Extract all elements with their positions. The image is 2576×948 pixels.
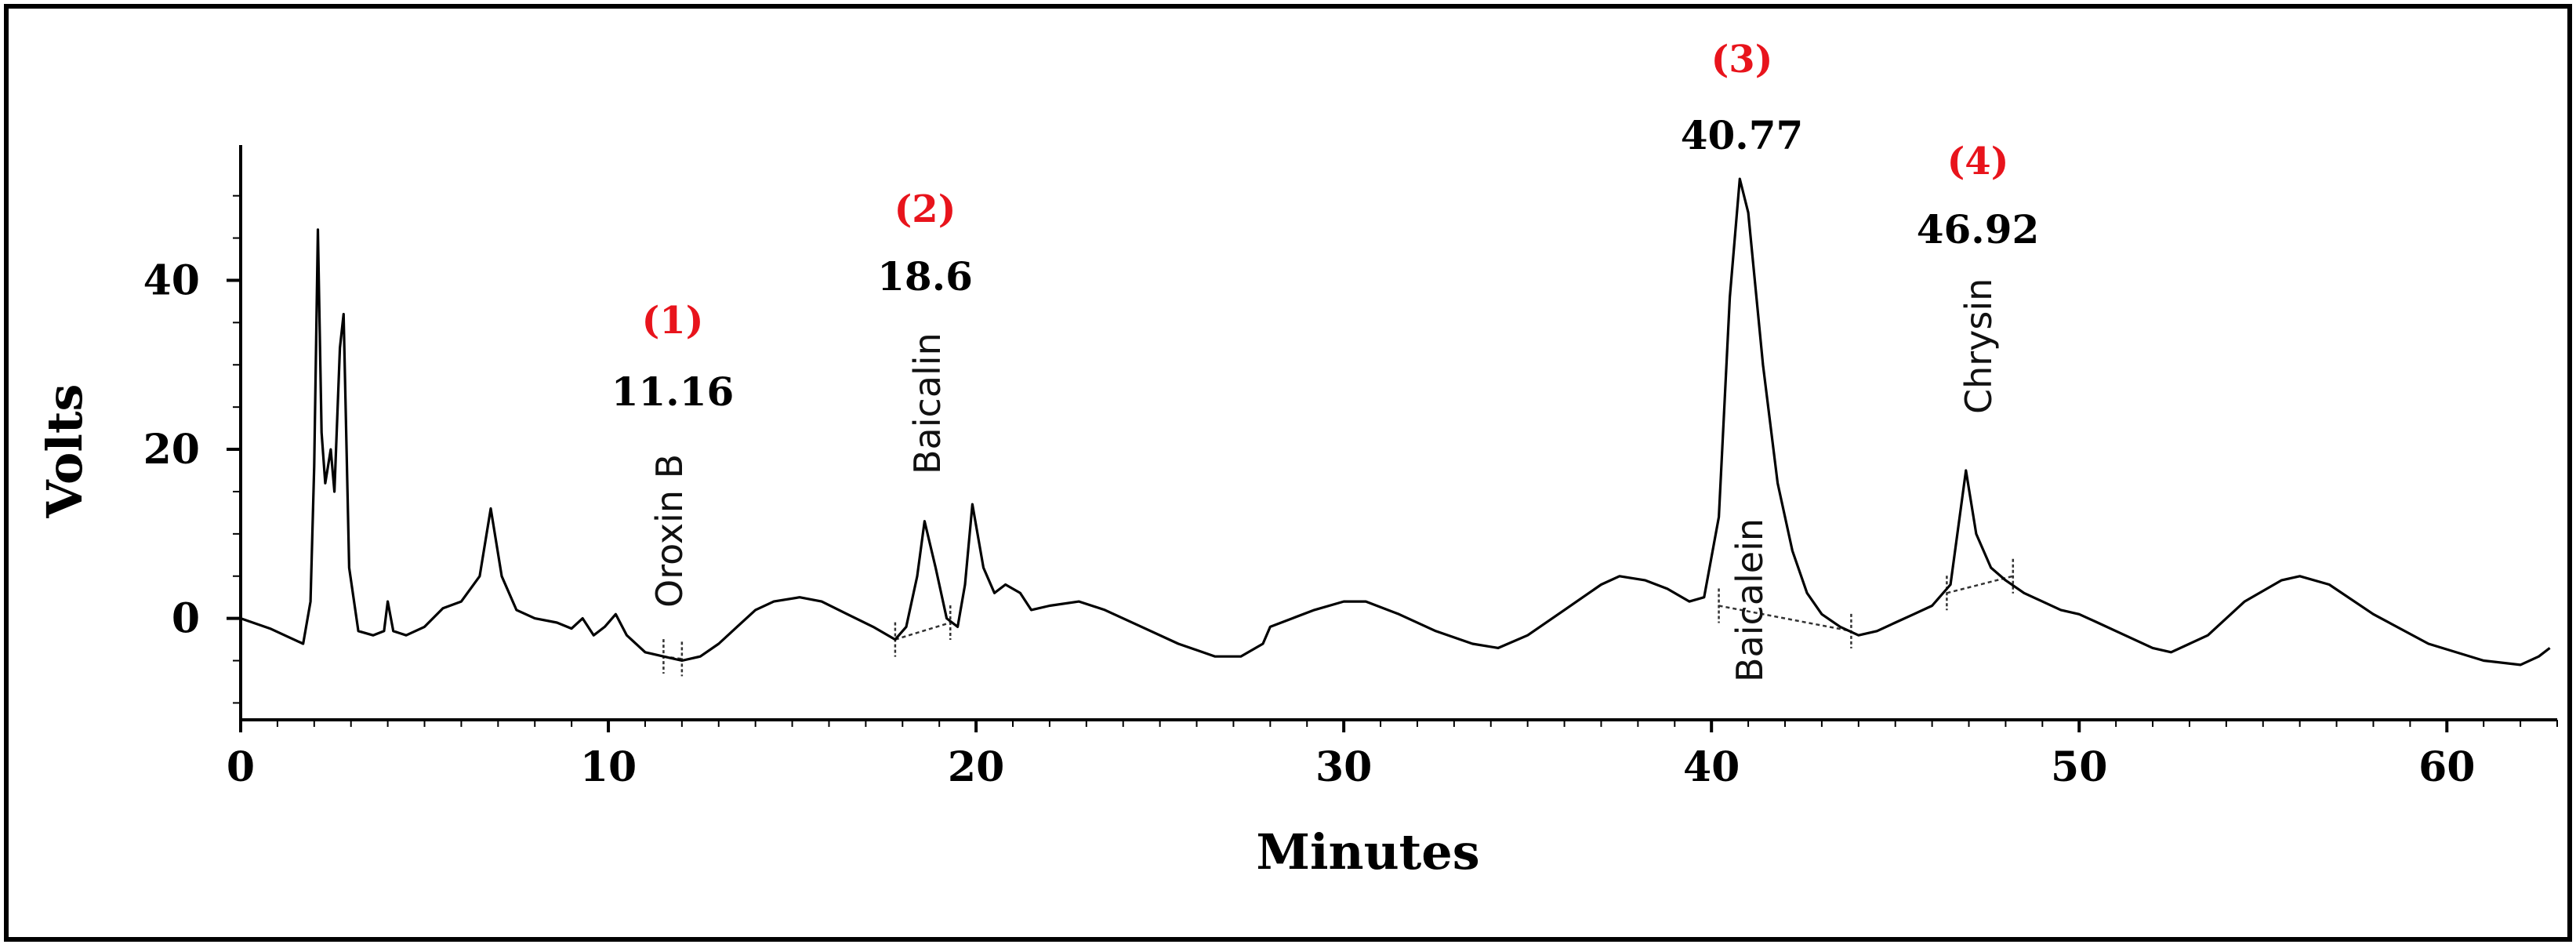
x-axis-title: Minutes xyxy=(1256,823,1479,881)
x-tick-label: 50 xyxy=(2051,743,2107,791)
peak-2-compound: Baicalin xyxy=(906,332,949,474)
y-tick-label: 20 xyxy=(143,426,200,474)
peak-1-number: (1) xyxy=(642,299,704,343)
peak-2-number: (2) xyxy=(894,187,956,231)
y-ticks: 0 20 40 xyxy=(143,194,241,704)
x-ticks: 0 10 20 30 40 50 60 xyxy=(227,720,2558,791)
axes xyxy=(239,145,2557,721)
peak-3-compound: Baicalein xyxy=(1729,518,1771,682)
x-tick-label: 40 xyxy=(1683,743,1740,791)
peak-1-compound: Oroxin B xyxy=(648,454,691,608)
peak-3-retention-time: 40.77 xyxy=(1681,112,1804,158)
peak-1-retention-time: 11.16 xyxy=(611,369,735,415)
peak-4-number: (4) xyxy=(1947,140,2009,183)
x-tick-label: 30 xyxy=(1315,743,1372,791)
y-axis-title: Volts xyxy=(36,384,93,519)
peak-3-number: (3) xyxy=(1711,38,1773,82)
chromatogram-trace xyxy=(240,177,2551,667)
y-tick-label: 40 xyxy=(143,256,200,304)
peak-4-retention-time: 46.92 xyxy=(1917,206,2040,252)
peak-2-retention-time: 18.6 xyxy=(877,253,973,300)
integration-baseline xyxy=(1947,575,2014,594)
peak-4-compound: Chrysin xyxy=(1957,278,2000,414)
peak-annotations: (1) 11.16 Oroxin B (2) 18.6 Baicalin (3)… xyxy=(611,38,2040,682)
x-tick-label: 20 xyxy=(948,743,1004,791)
figure-frame xyxy=(4,4,2572,942)
y-tick-label: 0 xyxy=(172,595,200,643)
x-tick-label: 0 xyxy=(227,743,255,791)
integration-baseline xyxy=(894,621,951,641)
x-tick-label: 10 xyxy=(580,743,637,791)
integration-baseline xyxy=(1718,605,1852,633)
x-tick-label: 60 xyxy=(2418,743,2475,791)
